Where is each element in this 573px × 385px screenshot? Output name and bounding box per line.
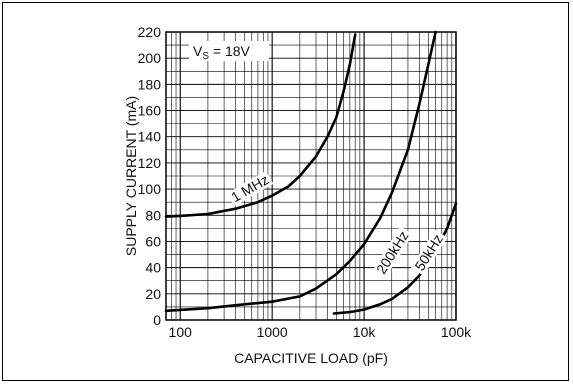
curve-label-bg [226,170,274,207]
plot-border [165,31,457,321]
curve-labels: 1 MHz 200kHz 50kHz [226,170,448,280]
curve-label: 50kHz [411,231,446,273]
y-tick-labels: 0 20 40 60 80 100 120 140 160 180 200 220 [138,24,162,328]
curve-label: 200kHz [373,228,412,277]
vs-annotation-bg [189,41,269,61]
vs-annotation-text: VS = 18V [193,43,251,62]
series-line-0 [164,33,357,218]
y-tick-label: 200 [138,50,162,66]
x-tick-labels: 100 1000 10k 100k [169,324,473,340]
curve-label-bg [410,229,448,276]
figure-frame [2,2,569,381]
curve-label-bg [372,226,413,280]
grid [165,31,457,321]
x-tick-label: 1000 [257,324,288,340]
x-tick-label: 100 [169,324,193,340]
y-tick-label: 0 [153,312,161,328]
y-tick-label: 40 [145,260,161,276]
y-axis-label: SUPPLY CURRENT (mA) [123,96,139,256]
y-tick-label: 20 [145,286,161,302]
x-tick-label: 100k [441,324,472,340]
x-axis-label: CAPACITIVE LOAD (pF) [234,350,388,366]
y-tick-label: 220 [138,24,162,40]
curve-label-group: 1 MHz [226,170,274,207]
curves [164,30,458,315]
y-tick-label: 80 [145,207,161,223]
series-line-1 [164,30,437,313]
y-tick-label: 160 [138,103,162,119]
x-tick-label: 10k [353,324,377,340]
curve-label-group: 200kHz [372,226,413,280]
y-tick-label: 60 [145,233,161,249]
vs-annotation: VS = 18V [189,41,269,62]
y-tick-label: 100 [138,181,162,197]
y-tick-label: 180 [138,76,162,92]
y-tick-label: 140 [138,129,162,145]
y-tick-label: 120 [138,155,162,171]
